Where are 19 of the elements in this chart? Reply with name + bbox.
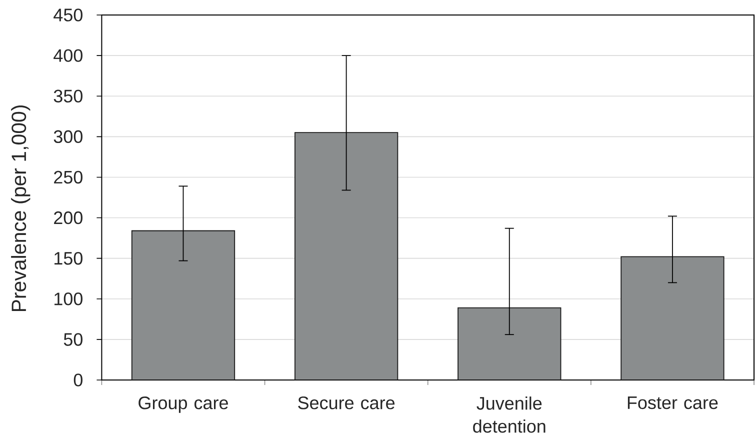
y-tick-label: 200 [54,211,82,224]
y-tick-label: 0 [74,374,82,386]
y-tick-label: 50 [64,333,82,346]
x-tick-label: Group care [138,396,228,413]
y-tick-label: 450 [54,8,82,22]
bar [294,132,398,380]
y-axis-title: Prevalence (per 1,000) [11,105,30,312]
bar [458,307,562,380]
y-tick-label: 150 [54,252,82,265]
bar [131,230,236,380]
x-tick-label: Secure care [298,396,395,410]
x-tick-label: Juvenile detention [473,396,546,433]
y-tick-label: 250 [54,170,82,184]
x-tick-label: Foster care [628,396,718,410]
bar [620,256,724,380]
y-tick-label: 100 [54,292,82,306]
y-tick-label: 350 [54,90,82,102]
y-tick-label: 300 [54,130,82,144]
y-tick-label: 400 [54,49,82,62]
